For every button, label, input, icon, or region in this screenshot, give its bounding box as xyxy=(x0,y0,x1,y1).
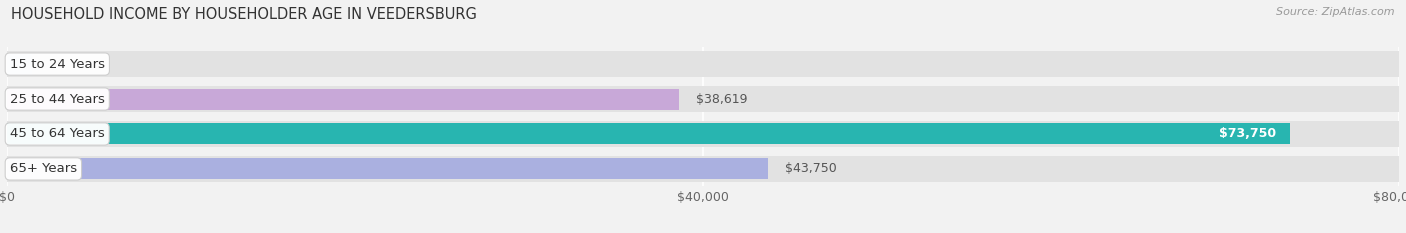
Bar xyxy=(7,54,32,75)
Text: 45 to 64 Years: 45 to 64 Years xyxy=(10,127,104,140)
Bar xyxy=(7,156,1399,182)
Text: Source: ZipAtlas.com: Source: ZipAtlas.com xyxy=(1277,7,1395,17)
Text: 25 to 44 Years: 25 to 44 Years xyxy=(10,93,104,106)
Text: $0: $0 xyxy=(49,58,65,71)
Bar xyxy=(7,158,768,179)
Text: $38,619: $38,619 xyxy=(696,93,747,106)
Bar xyxy=(7,123,1291,144)
Text: $43,750: $43,750 xyxy=(785,162,837,175)
Text: HOUSEHOLD INCOME BY HOUSEHOLDER AGE IN VEEDERSBURG: HOUSEHOLD INCOME BY HOUSEHOLDER AGE IN V… xyxy=(11,7,477,22)
Bar xyxy=(7,89,679,110)
Text: $73,750: $73,750 xyxy=(1219,127,1277,140)
Bar xyxy=(7,86,1399,112)
Text: 65+ Years: 65+ Years xyxy=(10,162,77,175)
Bar xyxy=(7,51,1399,77)
Bar xyxy=(7,121,1399,147)
Text: 15 to 24 Years: 15 to 24 Years xyxy=(10,58,105,71)
